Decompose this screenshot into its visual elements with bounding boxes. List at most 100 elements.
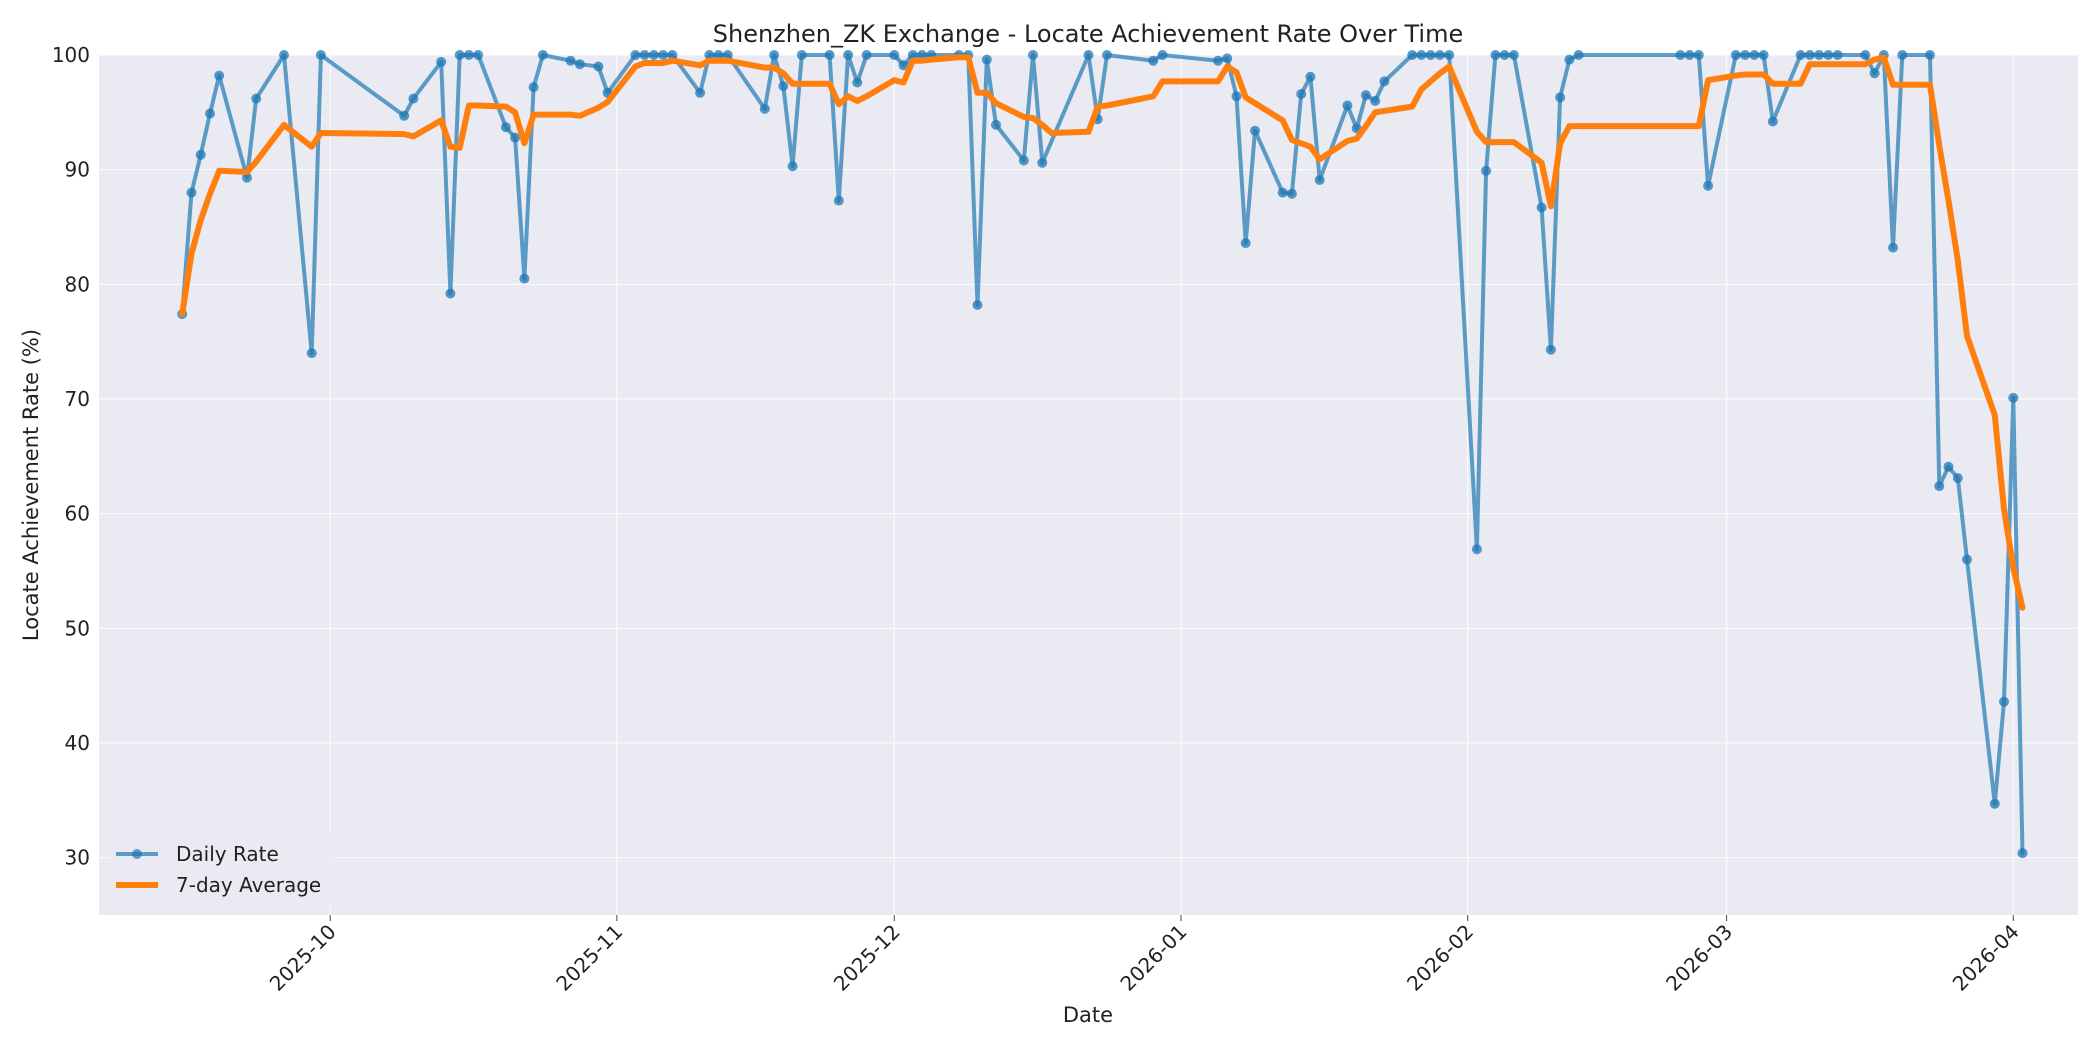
daily-rate-point — [1444, 50, 1455, 60]
daily-rate-point — [436, 56, 447, 67]
daily-rate-point — [759, 103, 770, 114]
daily-rate-point — [796, 50, 807, 60]
daily-rate-point — [186, 187, 197, 198]
daily-rate-point — [315, 50, 326, 60]
daily-rate-point — [1536, 202, 1547, 213]
daily-rate-point — [667, 50, 678, 60]
daily-rate-point — [565, 55, 576, 66]
daily-rate-point — [991, 119, 1001, 130]
daily-rate-point — [1314, 175, 1325, 185]
daily-rate-point — [1749, 50, 1760, 60]
daily-rate-point — [658, 50, 669, 60]
daily-rate-point — [1869, 68, 1880, 79]
daily-rate-point — [1962, 554, 1972, 565]
daily-rate-point — [898, 60, 909, 71]
daily-rate-point — [972, 300, 983, 310]
daily-rate-point — [519, 273, 530, 284]
daily-rate-point — [1934, 481, 1945, 492]
daily-rate-point — [1342, 100, 1353, 111]
daily-rate-point — [1860, 50, 1871, 60]
daily-rate-point — [907, 50, 918, 60]
daily-rate-point — [537, 50, 548, 60]
daily-rate-point — [463, 50, 474, 60]
daily-rate-point — [445, 288, 456, 299]
daily-rate-point — [306, 348, 317, 359]
daily-rate-point — [1018, 155, 1029, 166]
daily-rate-point — [473, 50, 484, 60]
daily-rate-point — [1758, 50, 1769, 60]
chart-title: Shenzhen_ZK Exchange - Locate Achievemen… — [713, 20, 1464, 48]
plot-area — [99, 55, 2078, 915]
daily-rate-point — [833, 195, 844, 206]
daily-rate-point — [778, 81, 789, 91]
daily-rate-point — [1250, 125, 1260, 136]
legend-daily-label: Daily Rate — [176, 842, 279, 866]
daily-rate-point — [787, 161, 798, 172]
daily-rate-point — [205, 108, 215, 119]
daily-rate-point — [1231, 91, 1242, 102]
daily-rate-point — [1286, 188, 1297, 199]
daily-rate-point — [1296, 89, 1307, 99]
daily-rate-point — [1277, 187, 1288, 198]
daily-rate-point — [1703, 180, 1714, 191]
daily-rate-point — [1083, 50, 1094, 60]
daily-rate-point — [1888, 242, 1898, 253]
daily-rate-point — [722, 50, 733, 60]
legend-average-label: 7-day Average — [176, 873, 321, 897]
legend: Daily Rate 7-day Average — [108, 832, 338, 906]
daily-rate-point — [454, 50, 465, 60]
daily-rate-point — [1989, 798, 2000, 809]
daily-rate-point — [1555, 92, 1566, 103]
daily-rate-point — [1434, 50, 1445, 60]
daily-rate-point — [510, 132, 521, 143]
daily-rate-point — [1730, 50, 1741, 60]
daily-rate-point — [500, 122, 511, 133]
daily-rate-point — [1240, 238, 1251, 249]
daily-rate-point — [1425, 50, 1436, 60]
daily-rate-point — [1222, 53, 1233, 64]
daily-rate-point — [1370, 95, 1381, 106]
daily-rate-point — [1379, 76, 1390, 87]
daily-rate-point — [1693, 50, 1704, 60]
daily-rate-point — [214, 70, 225, 81]
daily-rate-point — [1471, 544, 1482, 555]
daily-rate-point — [1564, 54, 1575, 65]
daily-rate-point — [1952, 473, 1963, 484]
daily-rate-point — [1684, 50, 1695, 60]
daily-rate-point — [1767, 116, 1778, 127]
daily-rate-point — [1157, 50, 1168, 60]
daily-rate-point — [630, 50, 641, 60]
y-axis-title: Locate Achievement Rate (%) — [19, 329, 43, 641]
daily-rate-point — [408, 93, 419, 104]
daily-rate-point — [528, 82, 539, 93]
daily-rate-point — [1481, 165, 1492, 176]
daily-rate-point — [1814, 50, 1825, 60]
daily-rate-point — [843, 50, 854, 60]
daily-rate-point — [593, 61, 604, 72]
y-tick-label: 30 — [65, 846, 90, 870]
y-tick-label: 50 — [65, 616, 90, 640]
daily-rate-point — [889, 50, 900, 60]
daily-rate-point — [1360, 90, 1371, 101]
daily-rate-point — [1675, 50, 1686, 60]
daily-rate-point — [1999, 696, 2009, 707]
daily-rate-point — [1499, 50, 1510, 60]
daily-rate-point — [1213, 55, 1223, 66]
daily-rate-point — [2008, 392, 2019, 403]
daily-rate-point — [713, 50, 724, 60]
daily-rate-point — [861, 50, 872, 60]
daily-rate-point — [1545, 344, 1556, 355]
daily-rate-point — [1943, 461, 1954, 472]
y-tick-label: 80 — [65, 272, 90, 296]
y-tick-label: 70 — [65, 387, 90, 411]
daily-rate-point — [769, 50, 780, 60]
daily-rate-point — [1028, 50, 1038, 60]
x-axis-title: Date — [1063, 1003, 1113, 1027]
legend-daily-marker — [132, 849, 142, 859]
daily-rate-point — [399, 110, 410, 121]
daily-rate-point — [1795, 50, 1806, 60]
daily-rate-point — [639, 50, 650, 60]
legend-frame — [108, 832, 338, 906]
daily-rate-point — [242, 172, 252, 183]
